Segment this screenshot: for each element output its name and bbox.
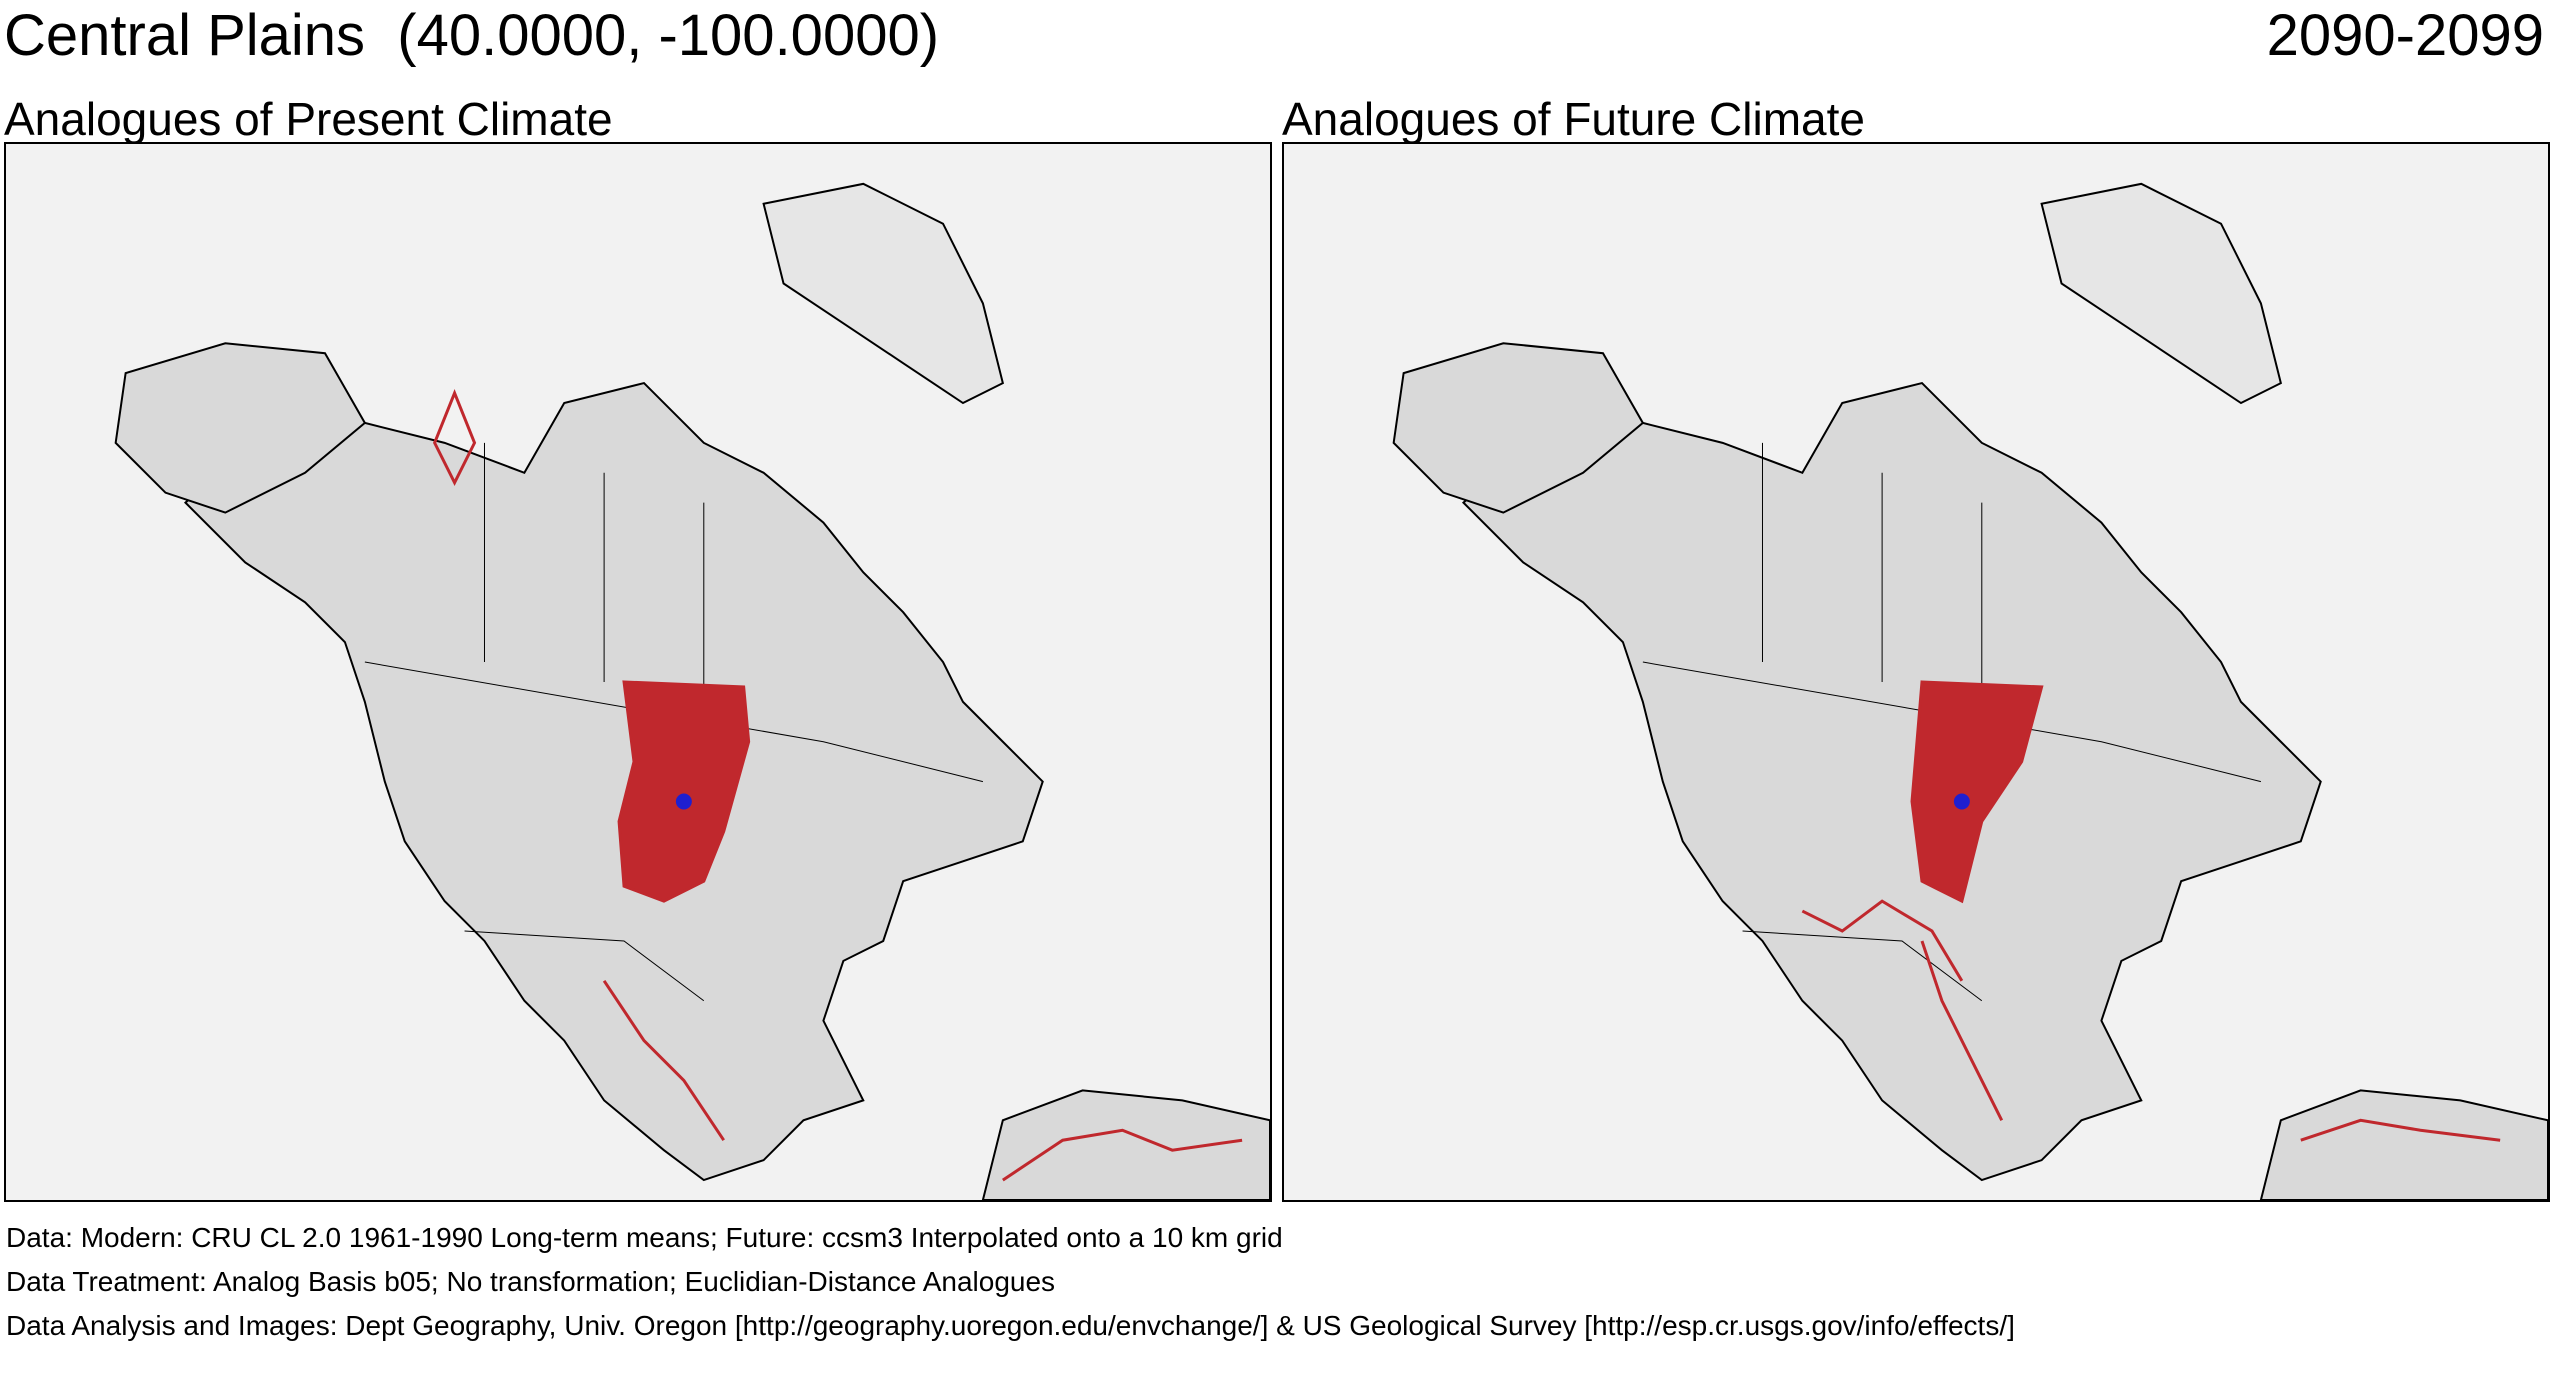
present-panel-title: Analogues of Present Climate: [4, 93, 613, 145]
alaska: [1392, 342, 1645, 514]
analogue-region-mexico: [602, 980, 725, 1142]
focal-point: [1953, 793, 1970, 810]
analogue-region-alaska: [433, 389, 477, 487]
us-mexico-border: [1742, 930, 1983, 1002]
province-lines: [1761, 442, 1983, 702]
data-analysis-note: Data Analysis and Images: Dept Geography…: [6, 1310, 2015, 1341]
analogue-region-texas-mexico: [1920, 940, 2004, 1121]
future-panel-title: Analogues of Future Climate: [1282, 93, 1865, 145]
analogue-areas: [1801, 680, 2501, 1142]
map-title: Central Plains (40.0000, -100.0000): [4, 3, 940, 68]
land-layer: [1392, 182, 2548, 1200]
south-america-tip: [2259, 1089, 2548, 1200]
data-source-note: Data: Modern: CRU CL 2.0 1961-1990 Long-…: [6, 1222, 1283, 1253]
us-mexico-border: [464, 930, 705, 1002]
future-climate-map: [1282, 142, 2550, 1202]
time-period: 2090-2099: [2266, 3, 2544, 68]
future-map-svg: [1392, 182, 2548, 1200]
greenland: [2040, 182, 2283, 405]
present-climate-map: [4, 142, 1272, 1202]
analogue-region-plains: [617, 680, 751, 903]
us-canada-border: [364, 661, 984, 783]
analogue-areas: [433, 389, 1243, 1182]
analogue-region-south-america: [2300, 1118, 2501, 1142]
north-america-landmass: [183, 381, 1044, 1182]
north-america-landmass: [1461, 381, 2322, 1182]
analogue-region-plains: [1910, 680, 2044, 904]
land-layer: [114, 182, 1270, 1200]
boundaries-layer: [364, 442, 984, 1002]
province-lines: [483, 442, 705, 702]
focal-point: [675, 793, 692, 810]
south-america-tip: [981, 1089, 1270, 1200]
analogue-region-southwest: [1801, 899, 1964, 982]
alaska: [114, 342, 367, 514]
boundaries-layer: [1642, 442, 2262, 1002]
present-map-svg: [114, 182, 1270, 1200]
data-treatment-note: Data Treatment: Analog Basis b05; No tra…: [6, 1266, 1056, 1297]
analogue-region-south-america: [1002, 1128, 1243, 1182]
us-canada-border: [1642, 661, 2262, 783]
greenland: [762, 182, 1005, 405]
